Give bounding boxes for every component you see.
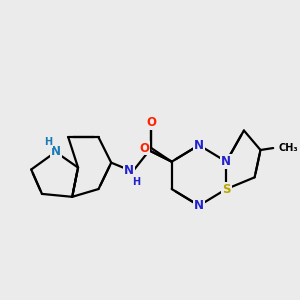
Text: S: S	[222, 182, 231, 196]
Text: N: N	[194, 199, 204, 212]
Text: O: O	[140, 142, 149, 154]
Text: N: N	[51, 146, 61, 158]
Text: N: N	[221, 155, 231, 168]
Text: CH₃: CH₃	[278, 143, 298, 153]
Text: O: O	[146, 116, 156, 129]
Text: H: H	[133, 177, 141, 187]
Text: N: N	[124, 164, 134, 177]
Text: H: H	[44, 137, 52, 147]
Text: N: N	[194, 139, 204, 152]
